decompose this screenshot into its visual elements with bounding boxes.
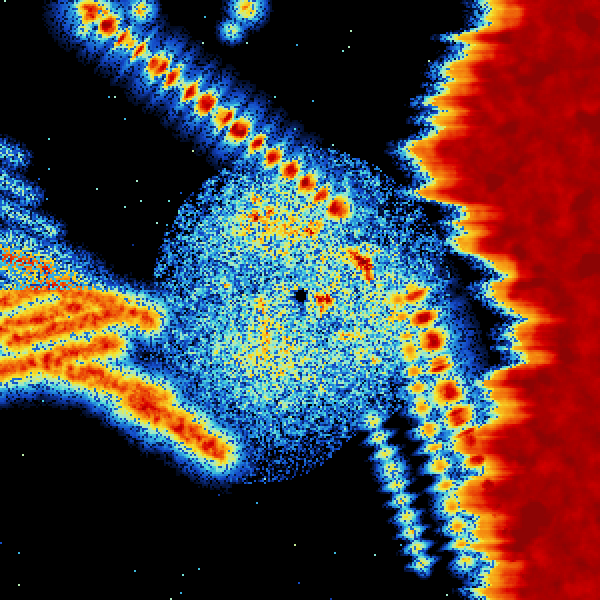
radar-reflectivity-view: [0, 0, 600, 600]
radar-reflectivity-canvas: [0, 0, 600, 600]
